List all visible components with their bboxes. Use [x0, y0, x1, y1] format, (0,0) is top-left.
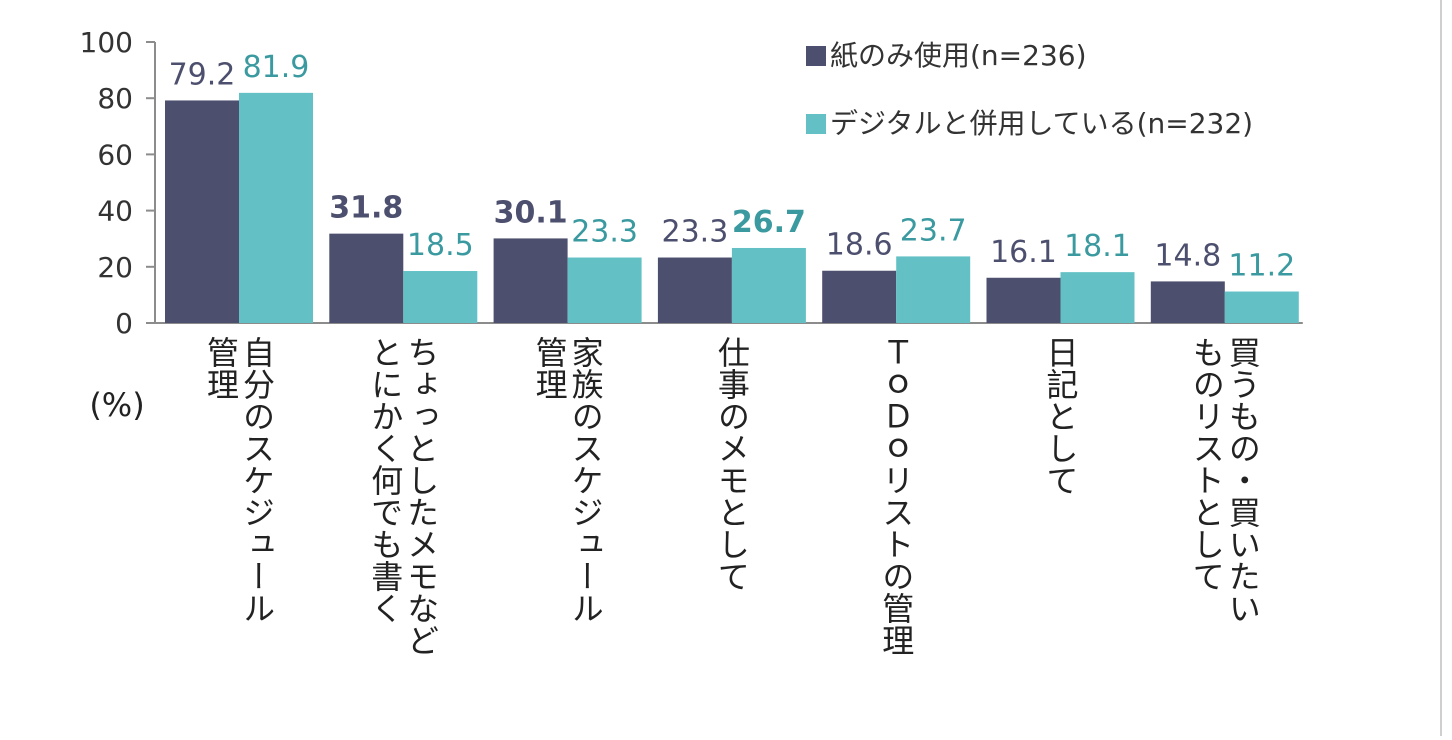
data-label-digital: 81.9: [243, 50, 310, 85]
data-label-paper: 14.8: [1154, 238, 1221, 273]
category-label: 日記として: [1042, 336, 1080, 496]
category-label: ＴｏＤｏリストの管理: [877, 336, 915, 656]
data-label-paper: 16.1: [990, 235, 1057, 270]
category-label: 管理: [531, 336, 569, 400]
bar-digital: [1224, 291, 1299, 323]
y-tick-label: 20: [97, 251, 133, 284]
data-label-digital: 23.7: [900, 213, 967, 248]
data-label-paper: 30.1: [494, 195, 568, 230]
y-tick-label: 60: [97, 138, 133, 171]
data-label-paper: 31.8: [329, 191, 403, 226]
bar-digital: [896, 256, 971, 323]
bar-digital: [239, 92, 313, 324]
bar-paper: [165, 100, 239, 323]
category-label: ものリストとして: [1188, 336, 1226, 592]
category-label: 家族のスケジュール: [567, 336, 605, 624]
data-label-digital: 23.3: [571, 215, 638, 250]
bar-paper: [657, 257, 732, 323]
category-label: ちょっとしたメモなど: [402, 336, 440, 656]
y-tick-label: 0: [115, 307, 133, 340]
bar-paper: [822, 270, 897, 323]
bar-digital: [403, 271, 478, 323]
category-label: とにかく何でも書く: [366, 336, 404, 624]
bar-paper: [1150, 281, 1225, 323]
bar-digital: [567, 257, 642, 323]
data-label-digital: 18.1: [1064, 229, 1131, 264]
legend-label-paper: 紙のみ使用(n=236): [830, 39, 1087, 72]
category-label: 管理: [202, 336, 240, 400]
category-label: 買うもの・買いたい: [1224, 336, 1262, 624]
bar-paper: [493, 238, 568, 323]
data-label-digital: 11.2: [1228, 249, 1295, 284]
bars-layer: [165, 92, 1299, 324]
y-tick-label: 40: [97, 195, 133, 228]
y-axis-label: (%): [89, 386, 144, 424]
data-label-digital: 26.7: [732, 205, 806, 240]
y-tick-label: 100: [80, 26, 133, 59]
legend-label-digital: デジタルと併用している(n=232): [830, 107, 1253, 140]
legend: 紙のみ使用(n=236) デジタルと併用している(n=232): [806, 39, 1253, 140]
y-tick-label: 80: [97, 82, 133, 115]
bar-digital: [1060, 272, 1135, 323]
bar-paper: [329, 233, 404, 323]
frame-border: [1440, 0, 1442, 736]
bar-paper: [986, 277, 1061, 323]
category-label: 自分のスケジュール: [238, 336, 276, 624]
bar-digital: [731, 247, 806, 323]
data-label-paper: 23.3: [662, 215, 729, 250]
legend-swatch-digital: [806, 114, 826, 134]
data-labels-layer: 79.2 81.931.818.530.123.3 23.3 26.718.6 23.7…: [169, 50, 1296, 284]
data-label-paper: 79.2: [169, 57, 236, 92]
data-label-paper: 18.6: [826, 228, 893, 263]
data-label-digital: 18.5: [407, 228, 474, 263]
category-label: 仕事のメモとして: [713, 336, 751, 592]
legend-swatch-paper: [806, 46, 826, 66]
